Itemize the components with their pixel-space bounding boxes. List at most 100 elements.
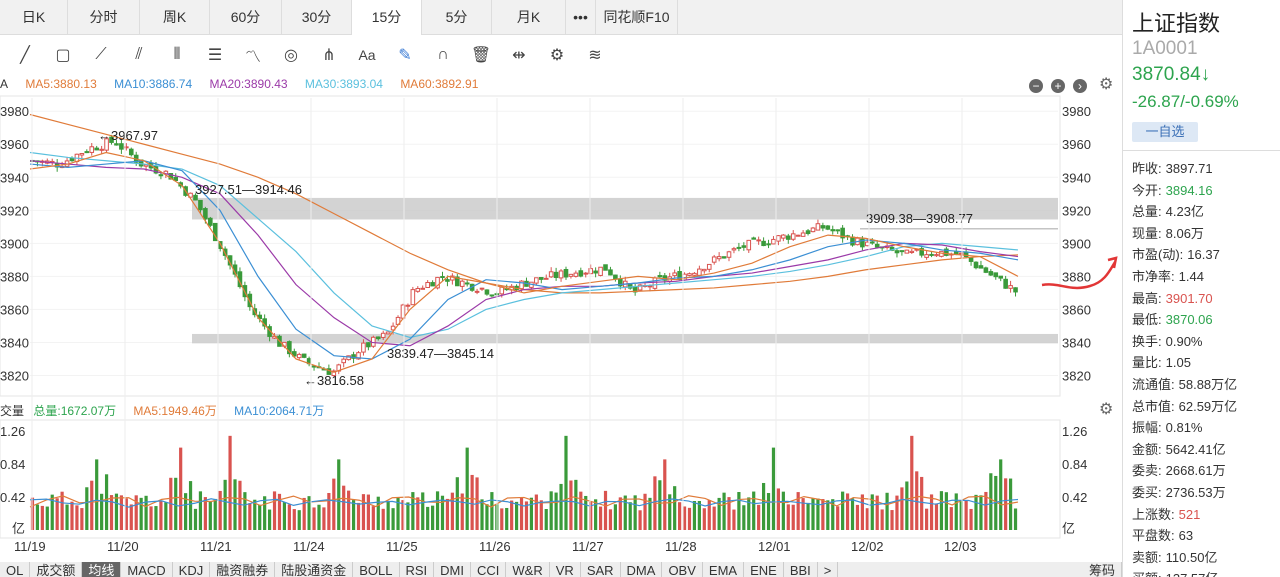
volume-bar [381,508,385,530]
volume-bar [584,495,588,530]
volume-bar [109,495,114,530]
text-box-icon[interactable]: ☰ [207,47,223,64]
volume-bar [351,500,356,530]
indicator-tab-17[interactable]: ENE [744,562,784,577]
volume-settings-icon[interactable]: ⚙ [1099,401,1114,418]
candle [716,256,722,260]
x-tick-label: 11/26 [479,539,511,554]
indicator-tab-20[interactable]: 筹码 [1083,562,1122,577]
tab-3[interactable]: 60分 [210,0,282,35]
split-icon[interactable]: ⇹ [512,47,526,64]
indicator-tab-16[interactable]: EMA [703,562,745,577]
candle [198,199,203,211]
indicator-tab-2[interactable]: 均线 [82,562,122,577]
volume-bar [890,510,894,530]
volume-bar [579,491,583,530]
magnet-icon[interactable]: ∩ [437,46,449,63]
chart-canvas[interactable]: 3980 3980 3960 3960 3940 3940 3920 3920 3900 3900… [0,0,1122,562]
volume-bar [139,497,143,530]
indicator-tab-14[interactable]: DMA [621,562,663,577]
rect-tool-icon[interactable]: ▢ [55,47,71,64]
candle [212,222,218,242]
candle [874,243,880,248]
volume-bar [801,498,805,530]
indicator-tab-10[interactable]: CCI [471,562,507,577]
line-tool-icon[interactable]: ╱ [20,47,30,64]
zoom-in-button[interactable]: + [1051,79,1065,93]
volume-bar [267,509,272,530]
candle [366,342,371,348]
indicator-tab-11[interactable]: W&R [506,562,550,577]
y-tick-left: 3980 [0,104,29,119]
stat-value: 3897.71 [1165,161,1213,176]
indicator-tab-4[interactable]: KDJ [173,562,211,577]
scroll-right-button[interactable]: › [1073,79,1087,93]
stat-label: 最高: [1132,290,1162,306]
cycle-tool-icon[interactable]: ◎ [284,47,298,64]
bars-tool-icon[interactable]: ⦀ [173,46,181,63]
candle [79,153,85,156]
pen-icon[interactable]: ✎ [398,47,412,64]
indicator-tab-15[interactable]: OBV [662,562,703,577]
candle [543,277,549,280]
tab-8[interactable]: ••• [566,0,596,35]
indicator-tab-7[interactable]: BOLL [353,562,400,577]
volume-bar [253,499,257,530]
indicator-tab-5[interactable]: 融资融券 [210,562,276,577]
price-settings-icon[interactable]: ⚙ [1099,76,1114,93]
wave-tool-icon[interactable]: 〽 [244,49,261,66]
indicator-tab-19[interactable]: > [818,562,839,577]
vol-ma10: MA10:2064.71万 [234,404,325,418]
volume-bar [880,509,884,530]
add-favorite-button[interactable]: 一自选 [1132,122,1198,142]
indicator-tab-3[interactable]: MACD [121,562,173,577]
volume-bar [342,485,346,530]
candle [924,254,929,258]
candle [361,342,366,353]
gear-icon[interactable]: ⚙ [549,47,565,64]
indicator-tab-18[interactable]: BBI [784,562,818,577]
volume-bar [638,510,642,530]
price-band-1 [192,333,1058,344]
candle [89,146,95,153]
indicator-tab-6[interactable]: 陆股通资金 [275,562,354,577]
indicator-tab-1[interactable]: 成交额 [30,562,83,577]
layers-icon[interactable]: ≋ [588,47,602,64]
stat-row: 量比: 1.05 [1132,352,1191,371]
tab-4[interactable]: 30分 [282,0,352,35]
stat-value: 62.59万亿 [1178,398,1238,414]
indicator-tab-0[interactable]: OL [0,562,31,577]
channel-tool-icon[interactable]: ⫽ [135,46,143,63]
volume-bar [332,478,336,530]
indicator-tab-8[interactable]: RSI [400,562,435,577]
volume-bar [327,492,331,530]
stat-label: 振幅: [1132,420,1162,436]
candle [692,272,697,276]
tab-0[interactable]: 日K [0,0,68,35]
fork-tool-icon[interactable]: ⋔ [322,47,336,64]
tab-7[interactable]: 月K [492,0,566,35]
vol-tick-left: 1.26 [0,424,25,439]
trash-icon[interactable]: 🗑 [470,47,492,64]
candle [420,287,426,290]
tab-6[interactable]: 5分 [422,0,492,35]
tab-2[interactable]: 周K [140,0,210,35]
zoom-out-button[interactable]: − [1029,79,1043,93]
fan-tool-icon[interactable]: ⟋ [95,46,107,63]
volume-bar [440,495,445,530]
tab-1[interactable]: 分时 [68,0,140,35]
volume-bar [396,497,400,530]
indicator-tab-12[interactable]: VR [550,562,581,577]
tab-9[interactable]: 同花顺F10 [596,0,678,35]
volume-bar [831,499,835,530]
indicator-tab-13[interactable]: SAR [581,562,621,577]
volume-bar [984,491,988,530]
vol-prefix: 交量 [0,404,25,418]
volume-bar [193,508,198,530]
text-tool-icon[interactable]: Aa [358,47,376,63]
tab-5[interactable]: 15分 [352,0,422,35]
indicator-tab-9[interactable]: DMI [434,562,472,577]
volume-bar [302,497,306,530]
stat-row: 卖额: 110.50亿 [1132,547,1217,566]
stat-row: 平盘数: 63 [1132,525,1193,544]
